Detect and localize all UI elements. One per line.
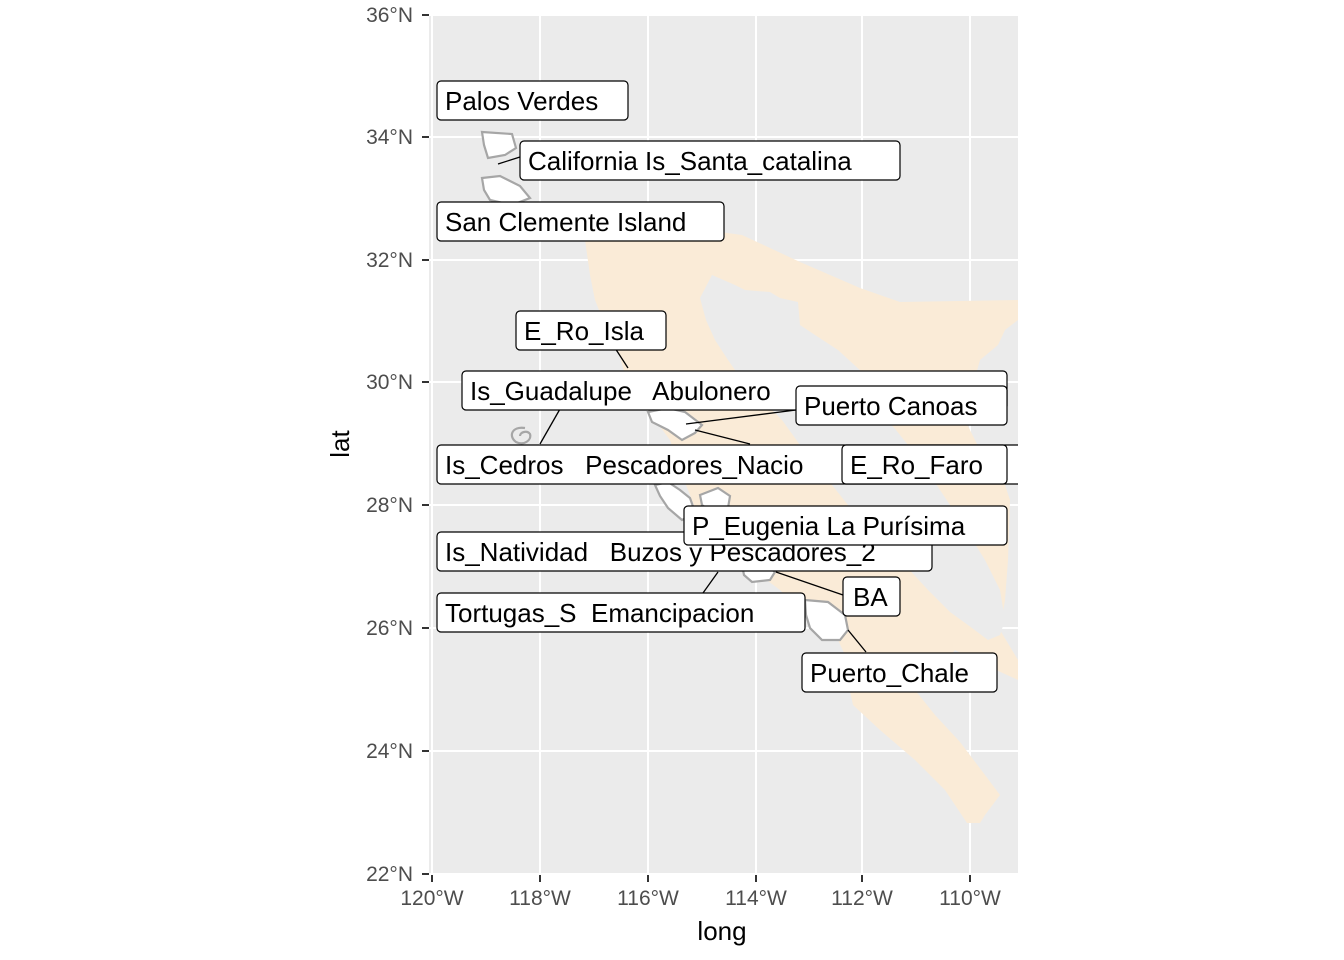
x-axis: 120°W 118°W 116°W 114°W 112°W 110°W	[400, 875, 1001, 910]
svg-text:San Clemente Island: San Clemente Island	[445, 207, 686, 237]
y-tick-label: 28°N	[366, 494, 413, 517]
svg-text:BA: BA	[853, 582, 888, 612]
svg-text:Puerto Canoas: Puerto Canoas	[804, 391, 977, 421]
x-tick-label: 112°W	[831, 887, 893, 910]
y-axis-title: lat	[325, 429, 355, 457]
x-tick-label: 116°W	[617, 887, 679, 910]
label-palos-verdes: Palos Verdes	[436, 80, 629, 121]
label-santa-catalina: California Is_Santa_catalina	[519, 140, 901, 181]
svg-text:E_Ro_Faro: E_Ro_Faro	[850, 450, 983, 480]
site-polygon-guadalupe	[510, 426, 532, 445]
svg-text:Palos Verdes: Palos Verdes	[445, 86, 598, 116]
label-puerto-canoas: Puerto Canoas	[795, 385, 1008, 426]
x-axis-title: long	[697, 916, 746, 946]
label-p-eugenia: P_Eugenia La Purísima	[683, 505, 1008, 546]
y-tick-label: 24°N	[366, 740, 413, 763]
label-tortugas-emancipacion: Tortugas_S Emancipacion	[436, 592, 806, 633]
x-tick-label: 110°W	[939, 887, 1001, 910]
y-tick-label: 32°N	[366, 249, 413, 272]
x-tick-label: 118°W	[509, 887, 571, 910]
svg-text:Puerto_Chale: Puerto_Chale	[810, 658, 969, 688]
site-polygon-palos-verdes	[480, 130, 518, 160]
label-ba: BA	[842, 576, 901, 617]
y-tick-label: 36°N	[366, 4, 413, 27]
x-tick-label: 120°W	[400, 887, 463, 910]
y-tick-label: 34°N	[366, 126, 413, 149]
site-polygon-ba	[803, 598, 850, 642]
y-tick-label: 22°N	[366, 863, 413, 886]
x-tick-label: 114°W	[725, 887, 787, 910]
y-axis: 22°N 24°N 26°N 28°N 30°N 32°N 34°N 36°N	[366, 4, 429, 886]
svg-text:Is_Cedros Pescadores_Nacio: Is_Cedros Pescadores_Nacio	[445, 450, 803, 480]
leader-lines	[497, 156, 867, 653]
label-san-clemente: San Clemente Island	[436, 201, 725, 242]
label-e-ro-isla: E_Ro_Isla	[515, 310, 667, 351]
label-puerto-chale: Puerto_Chale	[801, 652, 998, 693]
label-e-ro-faro: E_Ro_Faro	[841, 444, 1008, 485]
site-labels: Palos Verdes California Is_Santa_catalin…	[436, 80, 1018, 693]
svg-text:California Is_Santa_catalina: California Is_Santa_catalina	[528, 146, 852, 176]
svg-text:Is_Guadalupe Abulonero: Is_Guadalupe Abulonero	[470, 376, 771, 406]
svg-text:E_Ro_Isla: E_Ro_Isla	[524, 316, 644, 346]
svg-text:Tortugas_S Emancipacion: Tortugas_S Emancipacion	[445, 598, 754, 628]
svg-text:P_Eugenia La Purísima: P_Eugenia La Purísima	[692, 511, 966, 541]
y-tick-label: 26°N	[366, 617, 413, 640]
site-polygons	[480, 130, 850, 642]
y-tick-label: 30°N	[366, 371, 413, 394]
